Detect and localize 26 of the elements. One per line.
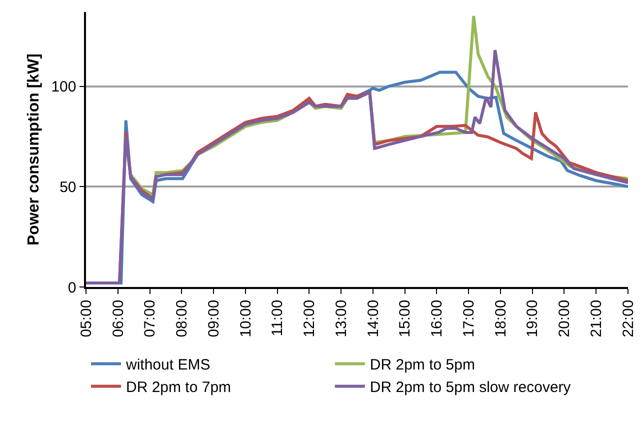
y-tick-label: 0 (68, 279, 76, 296)
y-tick-label: 50 (60, 178, 76, 196)
x-tick-label: 11:00 (269, 300, 286, 336)
legend-label: DR 2pm to 5pm (370, 356, 475, 374)
legend-label: DR 2pm to 7pm (126, 379, 232, 396)
x-tick-label: 16:00 (428, 300, 446, 338)
x-tick-label: 15:00 (396, 300, 414, 338)
x-tick-label: 10:00 (237, 300, 254, 338)
y-tick-label: 100 (51, 78, 76, 96)
x-tick-label: 12:00 (301, 300, 318, 338)
x-tick-label: 13:00 (332, 300, 350, 338)
legend-label: without EMS (125, 356, 210, 374)
x-tick-label: 20:00 (556, 300, 574, 338)
x-tick-label: 21:00 (588, 300, 605, 338)
x-tick-label: 14:00 (364, 300, 382, 338)
legend-label: DR 2pm to 5pm slow recovery (370, 379, 572, 396)
x-tick-label: 07:00 (142, 300, 159, 338)
x-tick-label: 08:00 (174, 300, 191, 338)
x-tick-label: 18:00 (492, 300, 510, 338)
x-tick-label: 09:00 (205, 300, 222, 338)
x-tick-label: 22:00 (620, 300, 637, 338)
x-tick-label: 19:00 (524, 300, 542, 338)
x-tick-label: 17:00 (460, 300, 478, 338)
x-tick-label: 06:00 (110, 300, 127, 338)
x-tick-label: 05:00 (78, 300, 95, 338)
y-axis-title: Power consumption [kW] (26, 54, 43, 246)
